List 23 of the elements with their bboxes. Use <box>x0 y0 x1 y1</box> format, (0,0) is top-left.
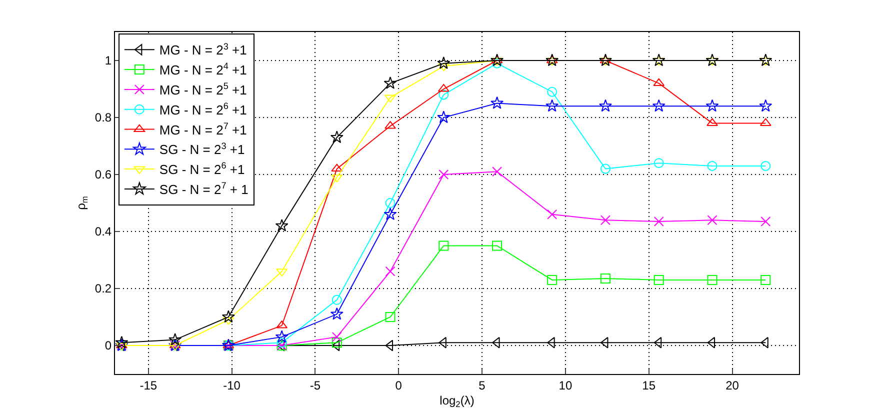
x-tick-label: 0 <box>395 378 402 392</box>
x-tick-label: 10 <box>558 378 572 392</box>
legend-label: MG - N = 2$^{6}$ +1 <box>159 100 247 118</box>
legend-label: SG - N = 2$^{6}$ +1 <box>159 160 245 178</box>
legend-label: SG - N = 2$^{7}$ + 1 <box>159 180 248 198</box>
x-tick-label: -10 <box>223 378 241 392</box>
y-tick-label: 0.4 <box>94 224 112 239</box>
x-tick-label: -15 <box>140 378 158 392</box>
legend-label: MG - N = 2$^{4}$ +1 <box>159 61 247 78</box>
x-axis-title: log$_{2}$(λ) <box>440 393 474 409</box>
x-tick-label: -5 <box>310 378 321 392</box>
legend-label: SG - N = 2$^{3}$ +1 <box>159 140 245 158</box>
y-tick-label: 0 <box>104 338 112 353</box>
x-tick-label: 15 <box>642 378 656 392</box>
y-tick-label: 0.6 <box>94 168 112 182</box>
legend-label: MG - N = 2$^{5}$ +1 <box>159 81 247 98</box>
x-tick-label: 20 <box>726 378 740 392</box>
y-tick-label: 1 <box>104 54 112 68</box>
x-tick-label: 5 <box>478 378 486 392</box>
legend-label: MG - N = 2$^{7}$ +1 <box>159 120 247 138</box>
y-tick-label: 0.8 <box>94 110 112 125</box>
legend-label: MG - N = 2$^{3}$ +1 <box>159 41 247 58</box>
y-tick-label: 0.2 <box>94 282 112 296</box>
